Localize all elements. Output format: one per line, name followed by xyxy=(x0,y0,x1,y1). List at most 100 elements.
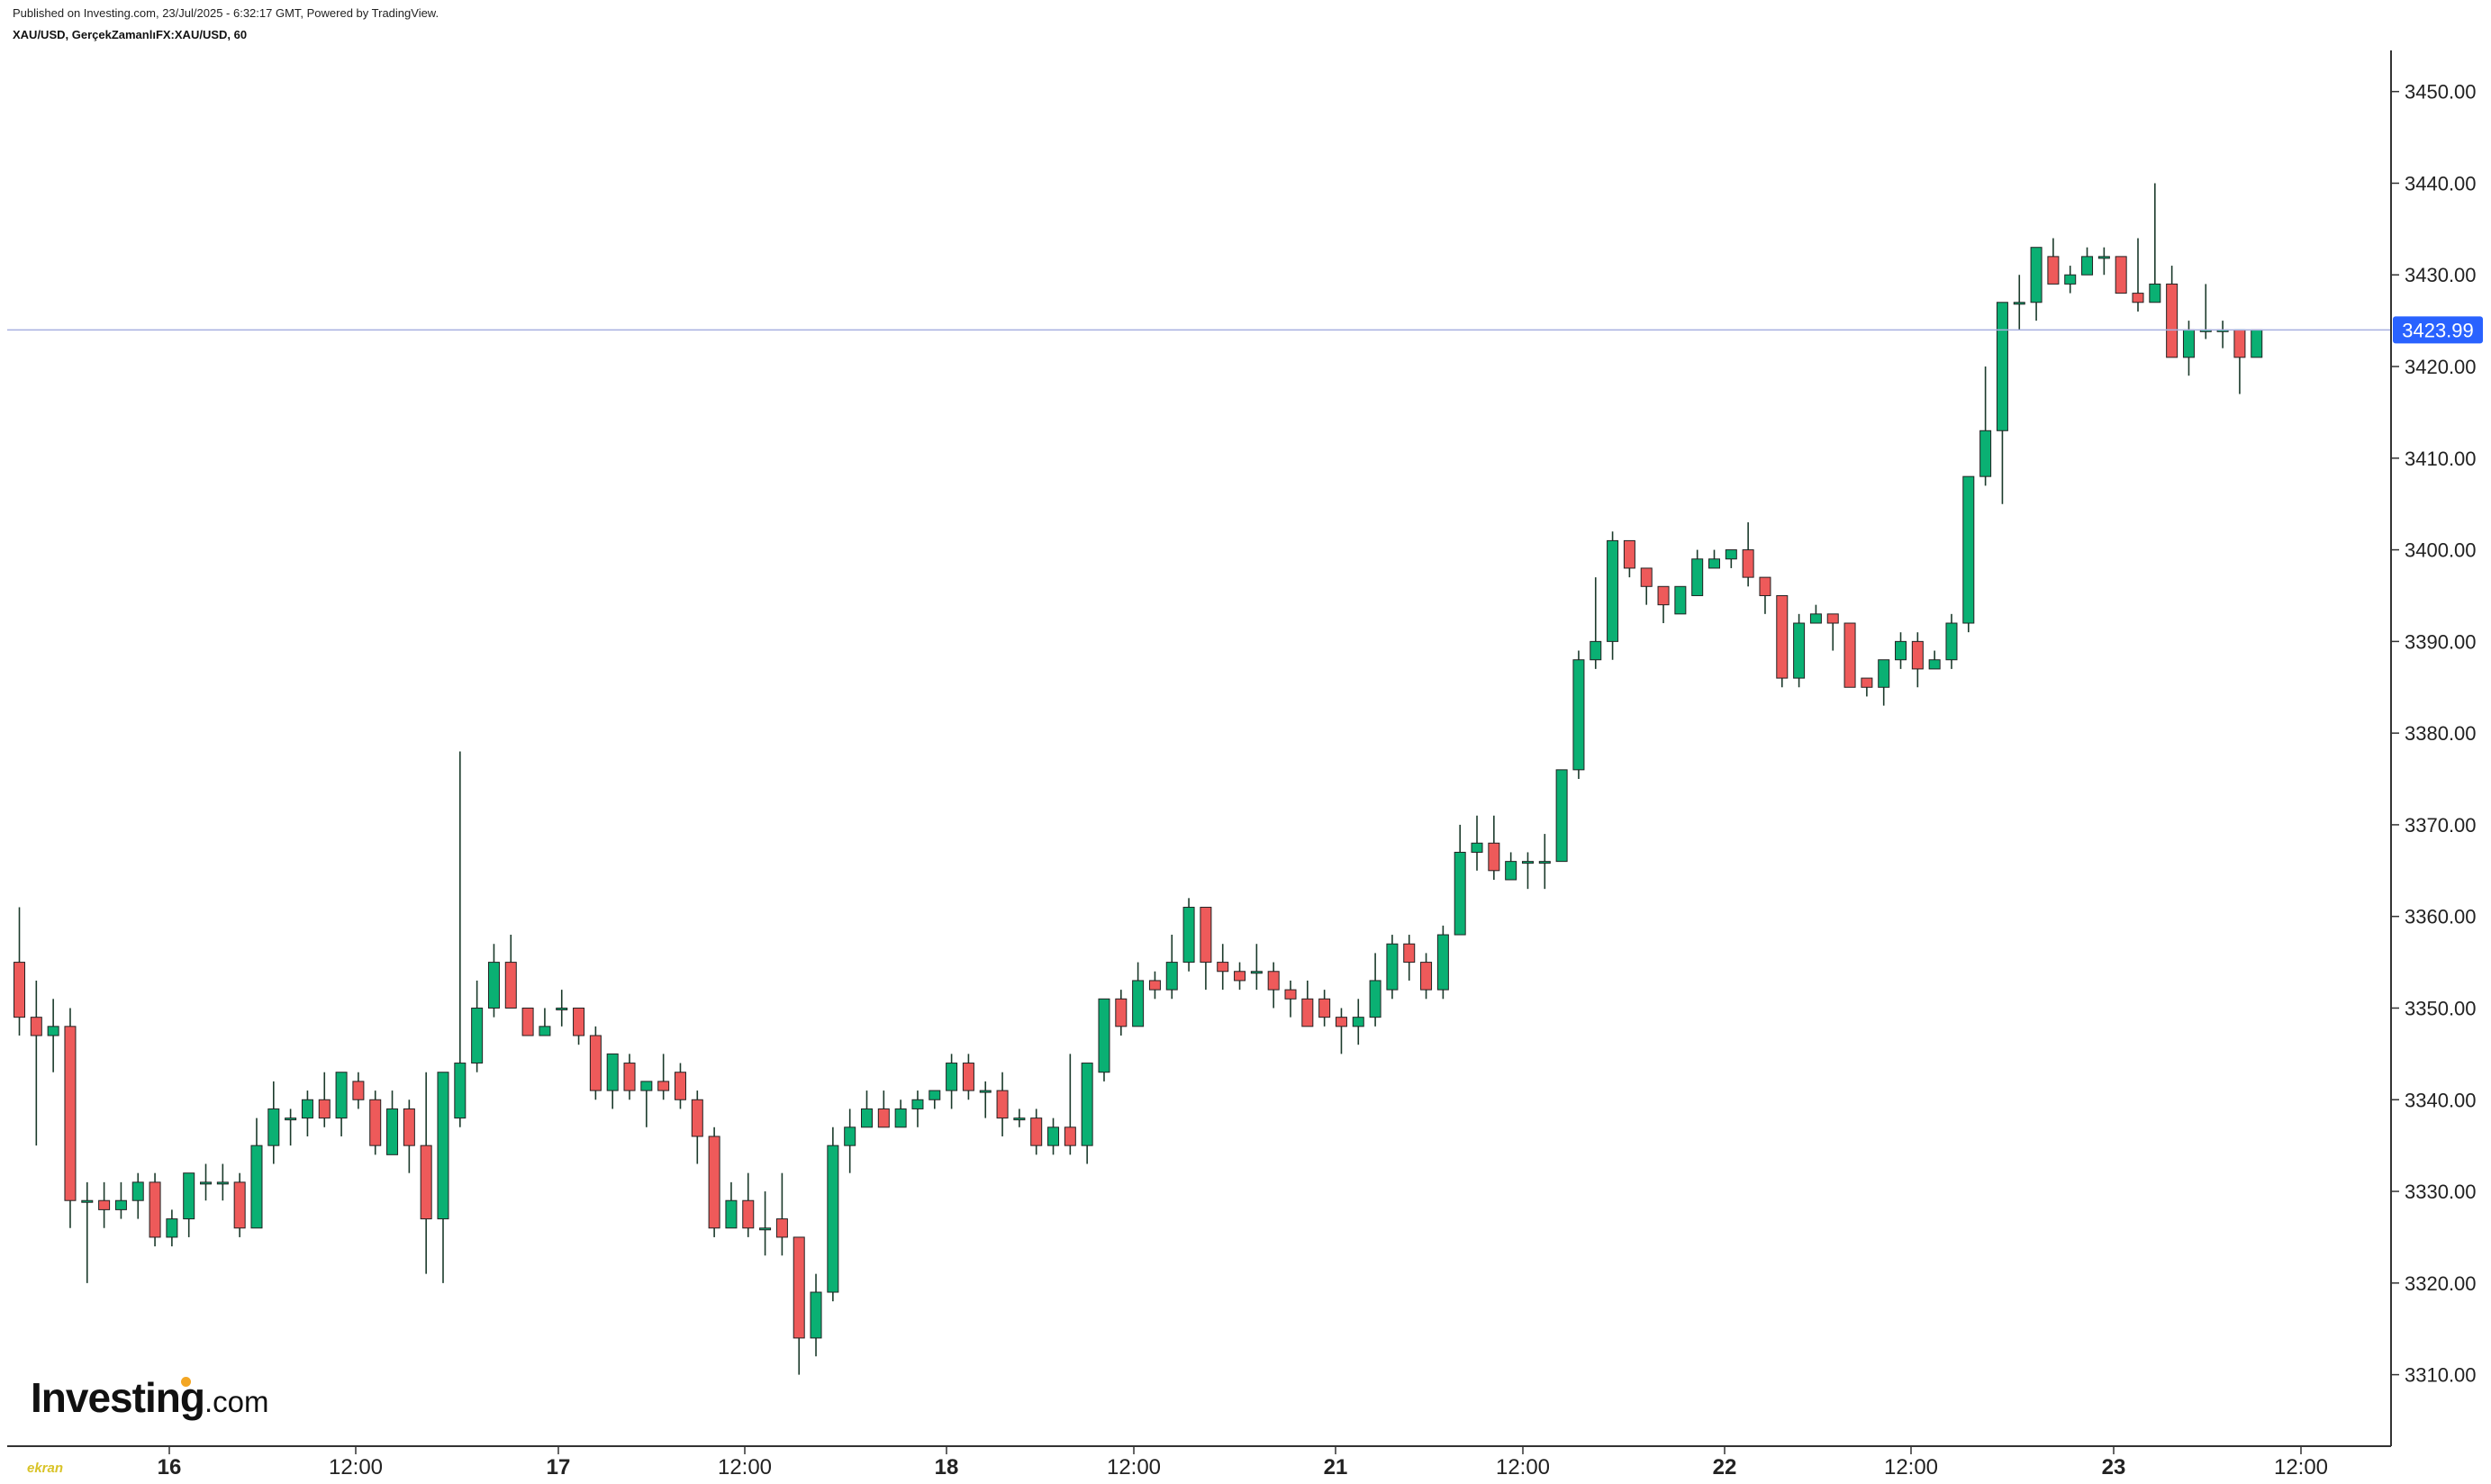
x-tick-label: 18 xyxy=(935,1455,959,1479)
candle-down xyxy=(318,1099,331,1119)
candle-up xyxy=(2149,283,2161,303)
x-tick-label: 21 xyxy=(1324,1455,1348,1479)
candle-down xyxy=(623,1063,636,1091)
x-tick-label: 12:00 xyxy=(329,1455,383,1479)
y-tick-label: 3420.00 xyxy=(2405,356,2477,378)
logo-dot-icon xyxy=(181,1377,191,1387)
candle-down xyxy=(708,1136,720,1229)
candle-up xyxy=(1793,622,1806,679)
y-tick-label: 3340.00 xyxy=(2405,1089,2477,1111)
candle-down xyxy=(1420,962,1433,991)
candle-down xyxy=(1301,998,1314,1027)
candle-down xyxy=(1843,622,1856,688)
candle-up xyxy=(1132,980,1145,1027)
candle-up xyxy=(1555,769,1568,863)
x-tick-label: 12:00 xyxy=(1107,1455,1161,1479)
x-tick-label: 23 xyxy=(2102,1455,2126,1479)
x-tick-label: 12:00 xyxy=(1884,1455,1938,1479)
candle-down xyxy=(1403,943,1416,964)
candle-up xyxy=(1165,962,1178,991)
candle-up xyxy=(539,1026,551,1036)
investing-logo: Investing.com xyxy=(31,1373,268,1422)
candle-up xyxy=(114,1199,127,1210)
candle-up xyxy=(1809,613,1822,624)
candle-up xyxy=(1607,539,1619,642)
candle-up xyxy=(827,1145,839,1293)
candle-up xyxy=(1454,851,1466,936)
x-tick-label: 22 xyxy=(1713,1455,1737,1479)
x-tick-label: 12:00 xyxy=(2274,1455,2328,1479)
y-tick-label: 3450.00 xyxy=(2405,81,2477,104)
candle-up xyxy=(911,1099,924,1109)
candle-down xyxy=(2115,256,2127,294)
candle-up xyxy=(979,1090,992,1093)
y-tick-label: 3330.00 xyxy=(2405,1181,2477,1203)
candle-up xyxy=(1369,980,1381,1018)
candle-down xyxy=(1657,585,1670,606)
y-tick-label: 3370.00 xyxy=(2405,814,2477,837)
candle-down xyxy=(64,1026,77,1201)
candle-down xyxy=(2233,329,2246,358)
candle-up xyxy=(1098,998,1110,1073)
logo-suffix: .com xyxy=(204,1385,269,1418)
logo-brand: Investing xyxy=(31,1374,205,1421)
candle-up xyxy=(946,1063,958,1091)
candle-down xyxy=(98,1199,111,1210)
candle-up xyxy=(1013,1118,1026,1121)
candle-up xyxy=(216,1181,229,1185)
candle-down xyxy=(2166,283,2178,358)
candle-up xyxy=(2081,256,2094,276)
candle-down xyxy=(877,1108,890,1128)
candle-up xyxy=(1962,475,1975,624)
candle-up xyxy=(759,1227,772,1231)
y-tick-label: 3430.00 xyxy=(2405,264,2477,286)
candle-down xyxy=(589,1035,602,1091)
candle-up xyxy=(250,1145,263,1229)
candle-down xyxy=(14,962,25,1018)
candle-up xyxy=(1505,861,1517,881)
candle-up xyxy=(1708,558,1720,569)
candle-up xyxy=(1895,640,1907,661)
candle-down xyxy=(573,1007,585,1036)
candle-down xyxy=(1861,677,1873,688)
candle-down xyxy=(149,1181,161,1238)
candle-up xyxy=(131,1181,144,1201)
candle-up xyxy=(437,1072,449,1220)
candle-up xyxy=(844,1127,856,1146)
candle-down xyxy=(369,1099,382,1146)
current-price-label: 3423.99 xyxy=(2402,319,2474,341)
candle-up xyxy=(1674,585,1687,615)
watermark-text: ekran xyxy=(27,1461,64,1476)
candle-down xyxy=(2047,256,2060,285)
candle-up xyxy=(81,1199,94,1203)
candle-down xyxy=(674,1072,686,1100)
candle-up xyxy=(2251,329,2263,358)
candle-up xyxy=(1471,842,1483,853)
candle-up xyxy=(2064,274,2077,285)
candle-down xyxy=(1030,1118,1043,1146)
current-price-tag-bg xyxy=(2393,316,2483,344)
candle-down xyxy=(1640,567,1653,587)
candle-up xyxy=(1996,302,2008,431)
candle-up xyxy=(166,1218,178,1238)
candle-down xyxy=(30,1017,42,1036)
candle-series xyxy=(14,183,2263,1375)
candle-up xyxy=(1691,558,1704,596)
candle-down xyxy=(403,1108,415,1146)
symbol-caption: XAU/USD, GerçekZamanlıFX:XAU/USD, 60 xyxy=(13,28,248,41)
candle-up xyxy=(1352,1017,1364,1027)
y-tick-label: 3400.00 xyxy=(2405,539,2477,562)
candle-up xyxy=(928,1090,941,1100)
candle-up xyxy=(183,1172,195,1220)
candle-up xyxy=(1572,659,1585,771)
y-tick-label: 3310.00 xyxy=(2405,1364,2477,1387)
candle-up xyxy=(725,1199,738,1229)
candle-up xyxy=(1590,640,1602,661)
candle-up xyxy=(285,1118,297,1121)
candle-up xyxy=(2030,247,2043,303)
candle-up xyxy=(2013,302,2025,305)
candle-down xyxy=(1488,842,1500,872)
x-axis: 16 12:00 17 12:00 18 12:00 21 12:00 22 12:00 23 12:… xyxy=(158,1446,2328,1479)
candle-up xyxy=(487,962,500,1009)
